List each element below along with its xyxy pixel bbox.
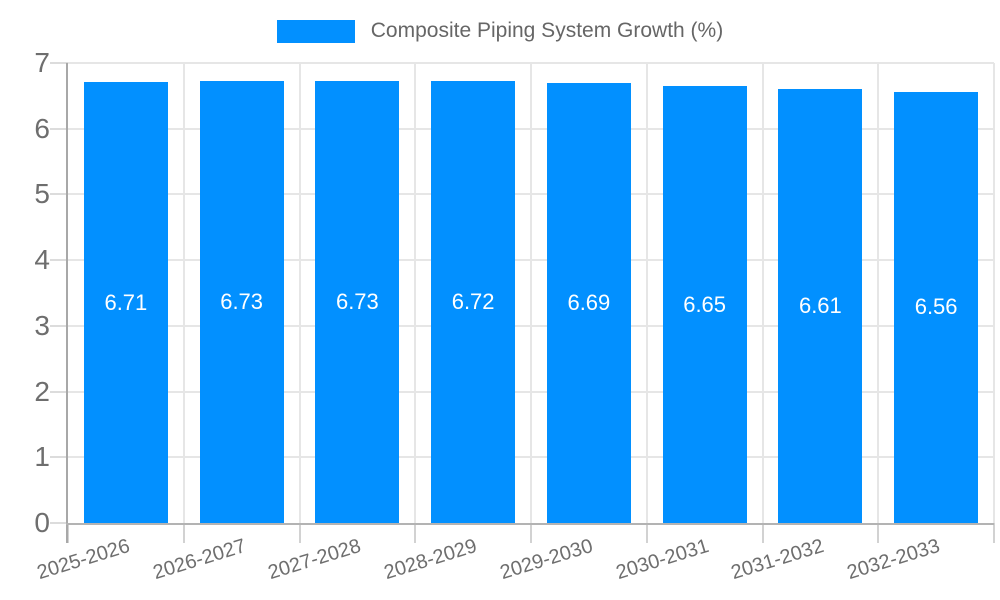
bar[interactable] — [778, 88, 863, 523]
y-tick — [50, 390, 68, 393]
v-gridline — [414, 63, 417, 523]
y-axis-tick-label: 1 — [34, 441, 50, 473]
v-gridline — [645, 63, 648, 523]
x-tick — [645, 523, 648, 543]
chart-legend[interactable]: Composite Piping System Growth (%) — [0, 17, 1000, 45]
y-axis-tick-label: 3 — [34, 309, 50, 341]
v-gridline — [182, 63, 185, 523]
bar-value-label: 6.61 — [798, 292, 842, 318]
v-gridline — [298, 63, 301, 523]
bar-value-label: 6.71 — [104, 289, 148, 315]
x-tick — [761, 523, 764, 543]
bar[interactable] — [83, 82, 168, 523]
y-tick — [50, 62, 68, 64]
v-gridline — [993, 63, 995, 523]
bar[interactable] — [894, 91, 979, 523]
y-tick — [50, 522, 68, 524]
v-gridline — [877, 63, 880, 523]
bar-value-label: 6.73 — [335, 288, 379, 314]
x-tick — [67, 523, 69, 543]
bar[interactable] — [199, 80, 284, 523]
bar-value-label: 6.56 — [914, 294, 958, 320]
x-tick — [414, 523, 417, 543]
x-tick — [993, 523, 995, 543]
x-tick — [530, 523, 532, 543]
y-axis-tick-label: 5 — [34, 178, 50, 210]
y-tick — [50, 193, 68, 196]
y-axis-line — [66, 63, 68, 543]
legend-label: Composite Piping System Growth (%) — [370, 19, 724, 42]
bar-value-label: 6.69 — [567, 290, 611, 316]
y-axis-tick-label: 2 — [34, 375, 50, 407]
bar-value-label: 6.72 — [451, 289, 495, 315]
y-tick — [50, 259, 68, 262]
bar[interactable] — [546, 83, 631, 523]
x-axis-line — [66, 523, 994, 525]
bar[interactable] — [431, 81, 516, 523]
y-axis-tick-label: 4 — [34, 244, 50, 276]
bar[interactable] — [662, 86, 747, 523]
v-gridline — [761, 63, 764, 523]
v-gridline — [530, 63, 532, 523]
y-axis-tick-label: 7 — [34, 47, 50, 78]
x-tick — [182, 523, 185, 543]
bar-value-label: 6.73 — [220, 288, 264, 314]
x-tick — [877, 523, 880, 543]
bar[interactable] — [315, 80, 400, 523]
bar-value-label: 6.65 — [683, 291, 727, 317]
y-tick — [50, 456, 68, 459]
y-axis-tick-label: 0 — [34, 507, 50, 538]
x-tick — [298, 523, 301, 543]
y-tick — [50, 324, 68, 327]
y-tick — [50, 127, 68, 130]
legend-swatch — [276, 19, 355, 43]
y-axis-tick-label: 6 — [34, 112, 50, 144]
